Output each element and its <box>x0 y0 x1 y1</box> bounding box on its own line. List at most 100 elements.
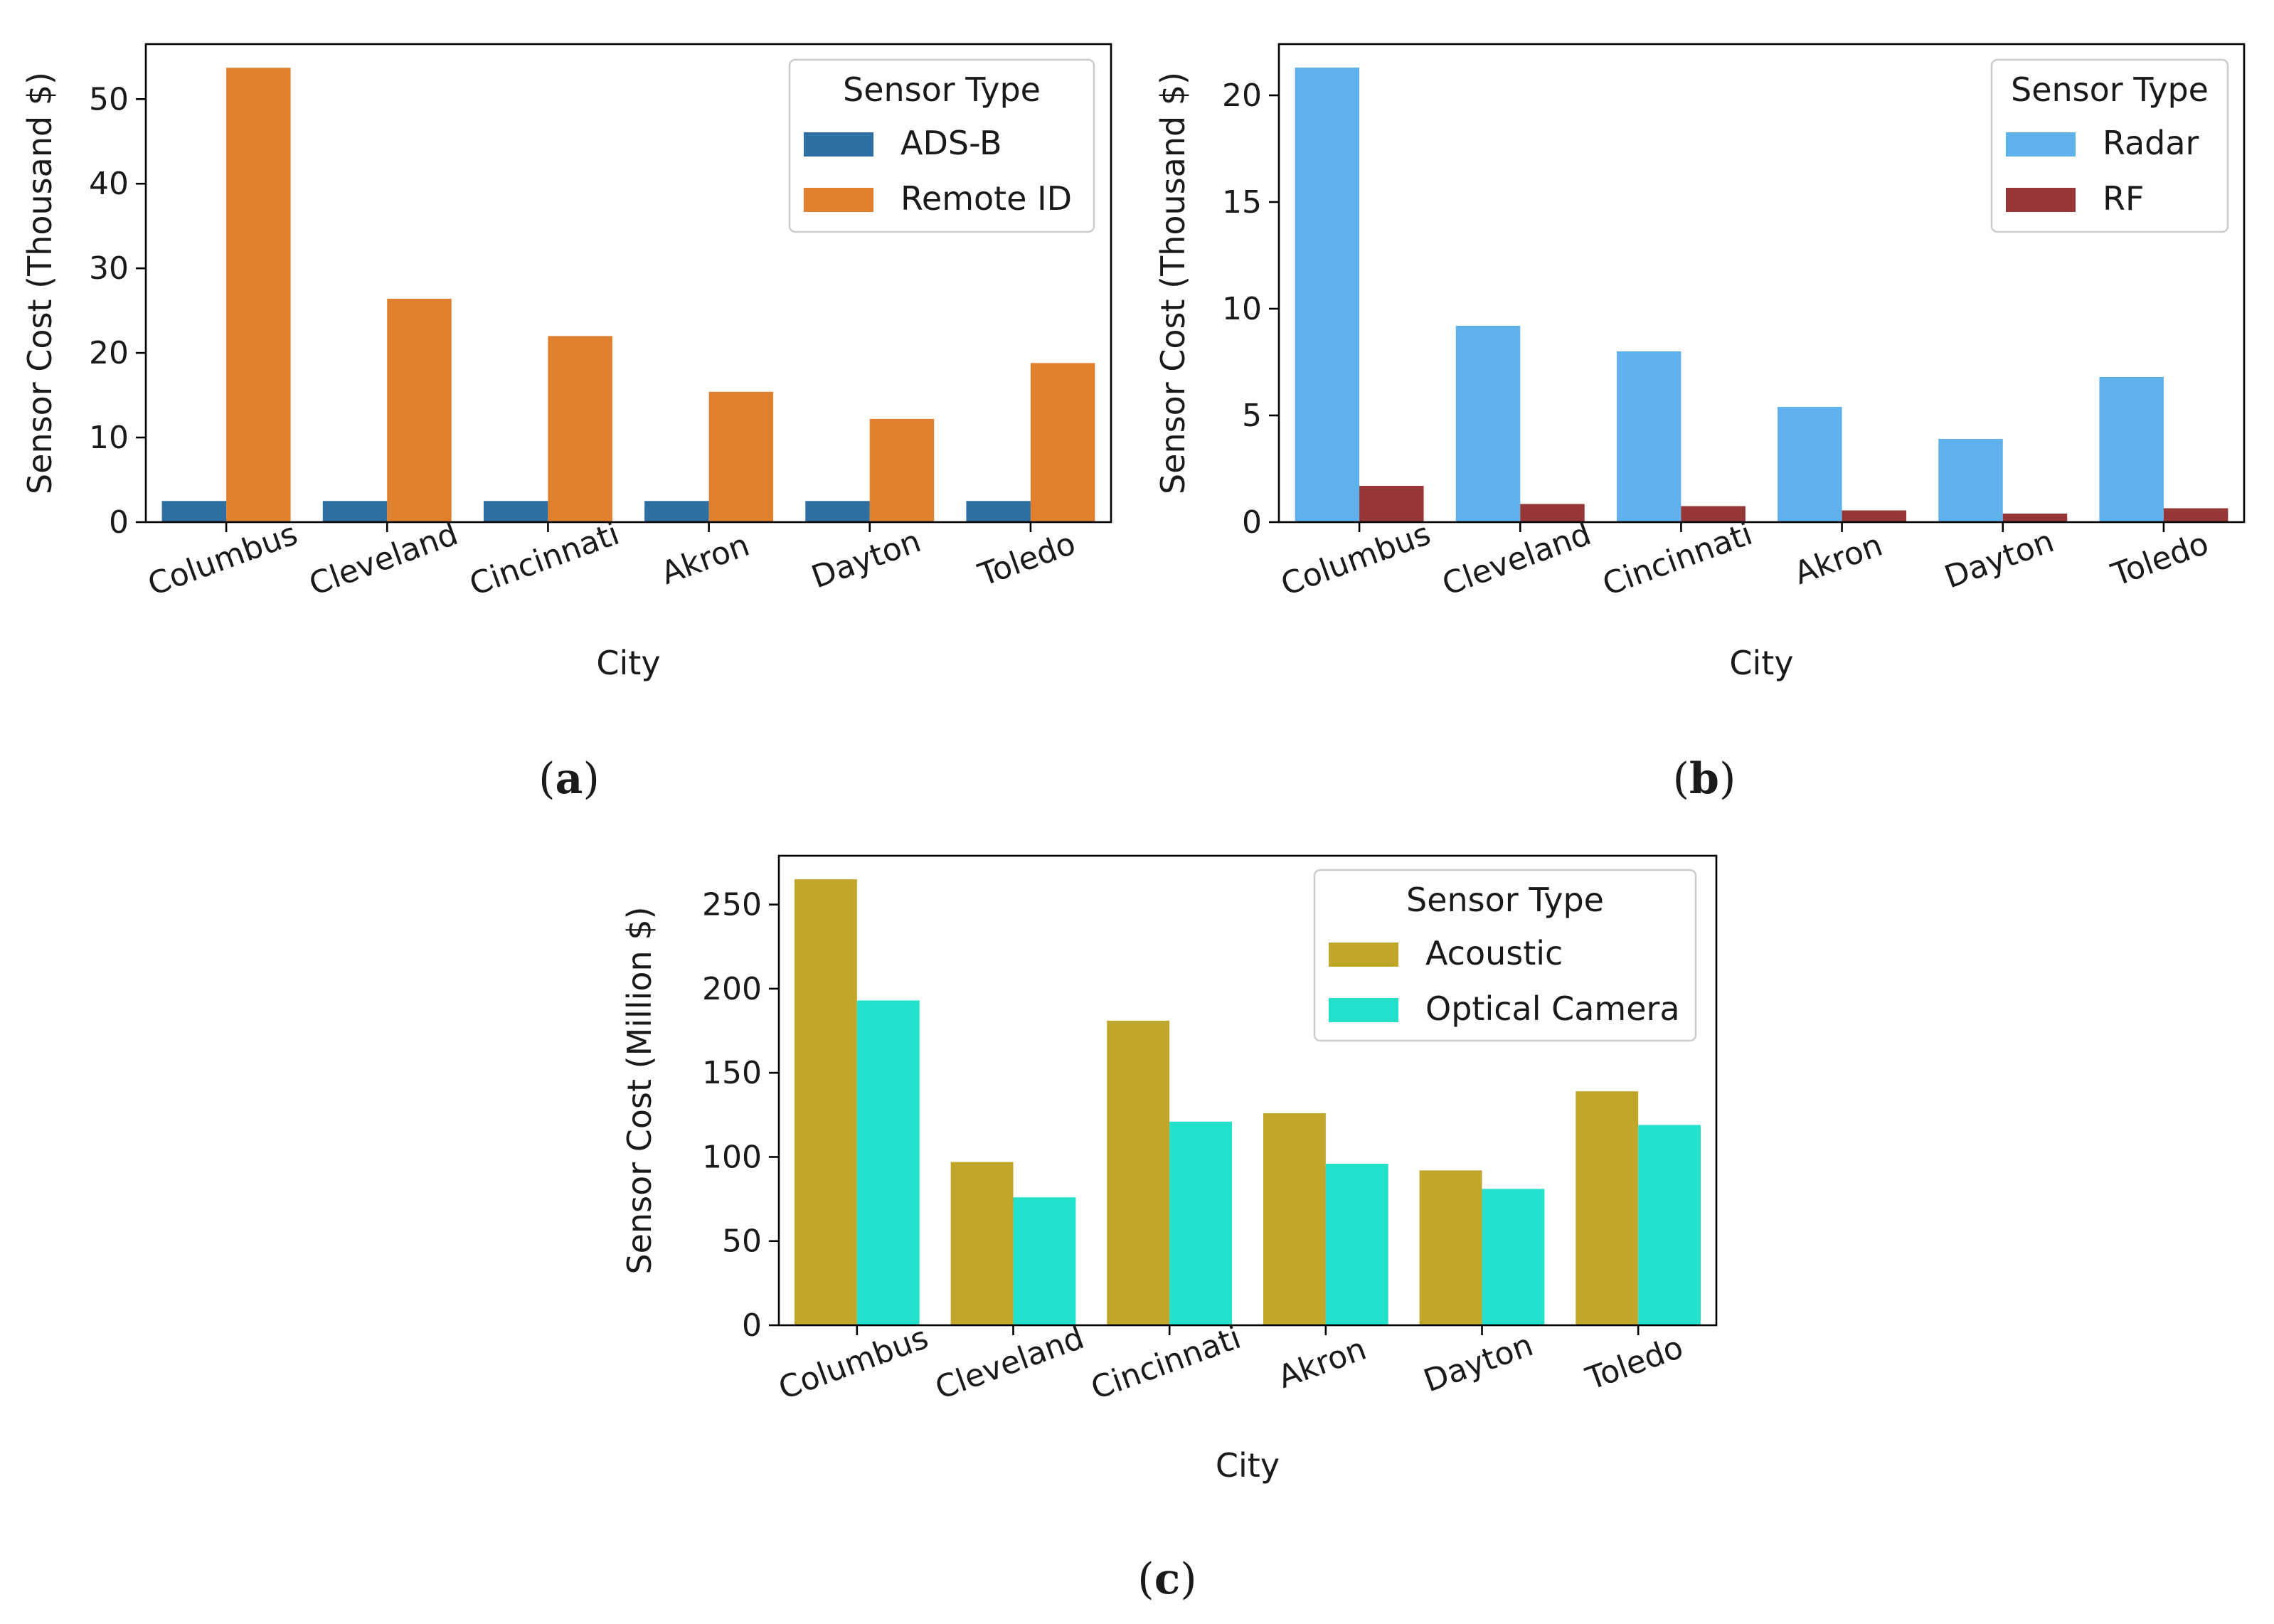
bar-c-optical-camera-cleveland <box>1013 1197 1076 1325</box>
plot-frame <box>144 43 1112 524</box>
x-tick-label: Cincinnati <box>1598 516 1758 603</box>
x-tick-label: Toledo <box>1581 1329 1688 1397</box>
x-tick-label: Dayton <box>807 523 925 595</box>
legend-swatch <box>1329 943 1398 967</box>
y-axis-title: Sensor Cost (Thousand $) <box>1154 72 1192 494</box>
y-tick-label: 50 <box>89 81 129 117</box>
bar-b-radar-dayton <box>1938 439 2003 522</box>
legend-label: ADS-B <box>900 124 1002 162</box>
panel-caption: (a) <box>538 754 600 804</box>
legend-label: Optical Camera <box>1425 989 1680 1028</box>
bar-c-acoustic-cleveland <box>950 1162 1014 1325</box>
bar-b-rf-cleveland <box>1520 504 1585 522</box>
bar-a-ads-b-cleveland <box>322 501 388 522</box>
x-tick-label: Columbus <box>143 516 302 603</box>
legend-title: Sensor Type <box>843 70 1041 109</box>
x-tick-label: Cleveland <box>304 516 462 603</box>
bar-b-radar-cleveland <box>1455 326 1521 522</box>
legend-label: Radar <box>2103 124 2199 162</box>
legend-swatch <box>804 132 873 156</box>
bar-c-acoustic-dayton <box>1419 1170 1482 1325</box>
legend-label: Remote ID <box>900 179 1072 218</box>
y-tick-label: 10 <box>1222 291 1262 327</box>
bar-b-radar-toledo <box>2099 377 2164 522</box>
bar-a-ads-b-dayton <box>805 501 870 522</box>
bar-c-optical-camera-cincinnati <box>1169 1121 1233 1325</box>
x-tick-label: Columbus <box>1276 516 1435 603</box>
y-tick-label: 0 <box>742 1307 762 1344</box>
bar-a-remote-id-columbus <box>226 68 291 522</box>
x-axis-title: City <box>596 644 660 682</box>
bar-c-optical-camera-dayton <box>1482 1189 1545 1325</box>
bar-a-remote-id-dayton <box>869 418 935 522</box>
y-tick-label: 30 <box>89 250 129 287</box>
x-axis-title: City <box>1216 1446 1280 1485</box>
legend-swatch <box>804 188 873 212</box>
bar-c-acoustic-cincinnati <box>1107 1020 1170 1325</box>
y-tick-label: 10 <box>89 420 129 456</box>
y-tick-label: 200 <box>702 971 762 1007</box>
y-tick-label: 40 <box>89 166 129 202</box>
y-tick-label: 20 <box>89 335 129 371</box>
bar-b-rf-akron <box>1842 510 1907 522</box>
chart-panel-a: 0 10 20 30 40 50 Columbus Cleveland Cincinnati Ak… <box>21 43 1112 804</box>
legend-label: Acoustic <box>1425 934 1563 972</box>
plot-frame <box>777 854 1718 1327</box>
legend-title: Sensor Type <box>1406 881 1604 919</box>
y-axis-title: Sensor Cost (Million $) <box>620 906 659 1274</box>
bar-b-radar-cincinnati <box>1616 351 1681 522</box>
bar-b-rf-columbus <box>1359 486 1424 522</box>
bar-a-remote-id-toledo <box>1030 363 1095 522</box>
y-tick-label: 5 <box>1242 398 1262 434</box>
panel-caption: (c) <box>1137 1554 1196 1604</box>
x-tick-label: Akron <box>1273 1331 1371 1396</box>
chart-panel-c: 0 50 100 150 200 250 ColumbusClevelandCincinna… <box>620 854 1718 1604</box>
x-tick-label: Toledo <box>973 525 1080 593</box>
legend: Sensor Type Acoustic Optical Camera <box>1313 869 1697 1042</box>
bar-a-ads-b-columbus <box>161 501 227 522</box>
x-tick-label: Dayton <box>1940 523 2058 595</box>
legend: Sensor Type ADS-B Remote ID <box>788 58 1095 233</box>
bar-c-acoustic-columbus <box>794 879 857 1325</box>
bar-c-optical-camera-toledo <box>1638 1125 1701 1325</box>
bar-a-ads-b-cincinnati <box>483 501 548 522</box>
y-tick-label: 15 <box>1222 184 1262 221</box>
x-axis-title: City <box>1729 644 1793 682</box>
chart-panel-b: 0 5 10 15 20 Columbus Cleveland Cincinnati Akron… <box>1154 43 2246 804</box>
plot-frame <box>1277 43 2246 524</box>
y-tick-label: 0 <box>109 504 129 541</box>
bar-c-acoustic-toledo <box>1576 1091 1639 1325</box>
bar-a-ads-b-toledo <box>966 501 1031 522</box>
y-tick-label: 250 <box>702 887 762 923</box>
x-tick-label: Cleveland <box>930 1320 1088 1407</box>
y-tick-label: 20 <box>1222 78 1262 114</box>
x-tick-label: Dayton <box>1419 1327 1538 1399</box>
y-tick-label: 100 <box>702 1139 762 1175</box>
bar-b-rf-dayton <box>2002 514 2068 522</box>
legend: Sensor Type Radar RF <box>1990 58 2229 233</box>
y-tick-label: 50 <box>722 1224 762 1260</box>
bar-b-rf-toledo <box>2163 508 2228 522</box>
bar-a-ads-b-akron <box>644 501 709 522</box>
bar-c-optical-camera-akron <box>1325 1163 1388 1325</box>
panel-caption: (b) <box>1673 754 1736 804</box>
bar-b-rf-cincinnati <box>1681 506 1746 522</box>
bar-c-acoustic-akron <box>1263 1113 1326 1325</box>
bar-b-radar-columbus <box>1295 68 1360 522</box>
y-tick-label: 150 <box>702 1055 762 1091</box>
legend-swatch <box>1329 998 1398 1022</box>
x-tick-label: Cleveland <box>1438 516 1595 603</box>
legend-swatch <box>2006 132 2076 156</box>
x-tick-label: Cincinnati <box>465 516 625 603</box>
bar-c-optical-camera-columbus <box>856 1000 920 1325</box>
y-axis-title: Sensor Cost (Thousand $) <box>21 72 59 494</box>
x-tick-label: Akron <box>657 527 754 593</box>
x-tick-label: Cincinnati <box>1086 1320 1245 1407</box>
x-tick-label: Akron <box>1790 527 1887 593</box>
bar-a-remote-id-cleveland <box>387 299 452 522</box>
x-tick-label: Toledo <box>2106 525 2213 593</box>
legend-label: RF <box>2103 179 2144 218</box>
x-tick-label: Columbus <box>774 1320 933 1407</box>
bar-a-remote-id-akron <box>708 391 774 522</box>
